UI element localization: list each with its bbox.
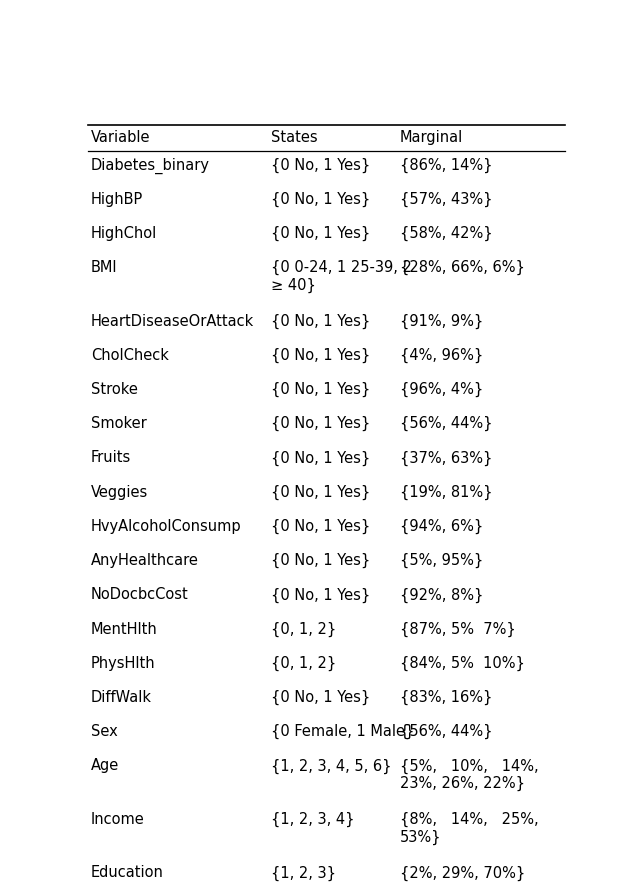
Text: {58%, 42%}: {58%, 42%} bbox=[400, 225, 493, 241]
Text: {0 No, 1 Yes}: {0 No, 1 Yes} bbox=[271, 519, 370, 534]
Text: CholCheck: CholCheck bbox=[91, 347, 169, 362]
Text: Fruits: Fruits bbox=[91, 451, 131, 466]
Text: {0 Female, 1 Male}: {0 Female, 1 Male} bbox=[271, 724, 414, 739]
Text: {0, 1, 2}: {0, 1, 2} bbox=[271, 621, 336, 636]
Text: BMI: BMI bbox=[91, 260, 118, 275]
Text: {0 No, 1 Yes}: {0 No, 1 Yes} bbox=[271, 690, 370, 705]
Text: Age: Age bbox=[91, 758, 119, 774]
Text: {91%, 9%}: {91%, 9%} bbox=[400, 314, 483, 329]
Text: {94%, 6%}: {94%, 6%} bbox=[400, 519, 483, 534]
Text: {0 0-24, 1 25-39, 2
≥ 40}: {0 0-24, 1 25-39, 2 ≥ 40} bbox=[271, 260, 412, 293]
Text: {0 No, 1 Yes}: {0 No, 1 Yes} bbox=[271, 225, 370, 241]
Text: {0 No, 1 Yes}: {0 No, 1 Yes} bbox=[271, 587, 370, 603]
Text: DiffWalk: DiffWalk bbox=[91, 690, 152, 705]
Text: {4%, 96%}: {4%, 96%} bbox=[400, 347, 483, 363]
Text: {37%, 63%}: {37%, 63%} bbox=[400, 451, 492, 466]
Text: Income: Income bbox=[91, 812, 145, 827]
Text: {1, 2, 3}: {1, 2, 3} bbox=[271, 865, 336, 880]
Text: {56%, 44%}: {56%, 44%} bbox=[400, 416, 492, 431]
Text: {56%, 44%}: {56%, 44%} bbox=[400, 724, 492, 739]
Text: Diabetes_binary: Diabetes_binary bbox=[91, 157, 210, 173]
Text: NoDocbcCost: NoDocbcCost bbox=[91, 587, 189, 602]
Text: PhysHlth: PhysHlth bbox=[91, 656, 156, 671]
Text: Education: Education bbox=[91, 865, 164, 880]
Text: {28%, 66%, 6%}: {28%, 66%, 6%} bbox=[400, 260, 525, 275]
Text: {0 No, 1 Yes}: {0 No, 1 Yes} bbox=[271, 382, 370, 397]
Text: {2%, 29%, 70%}: {2%, 29%, 70%} bbox=[400, 865, 525, 880]
Text: {86%, 14%}: {86%, 14%} bbox=[400, 157, 492, 172]
Text: {0 No, 1 Yes}: {0 No, 1 Yes} bbox=[271, 314, 370, 329]
Text: {0 No, 1 Yes}: {0 No, 1 Yes} bbox=[271, 416, 370, 431]
Text: MentHlth: MentHlth bbox=[91, 621, 157, 636]
Text: {87%, 5%  7%}: {87%, 5% 7%} bbox=[400, 621, 516, 636]
Text: Sex: Sex bbox=[91, 724, 118, 739]
Text: HvyAlcoholConsump: HvyAlcoholConsump bbox=[91, 519, 241, 534]
Text: {8%,   14%,   25%,
53%}: {8%, 14%, 25%, 53%} bbox=[400, 812, 538, 845]
Text: {0 No, 1 Yes}: {0 No, 1 Yes} bbox=[271, 553, 370, 568]
Text: HeartDiseaseOrAttack: HeartDiseaseOrAttack bbox=[91, 314, 254, 329]
Text: {1, 2, 3, 4, 5, 6}: {1, 2, 3, 4, 5, 6} bbox=[271, 758, 392, 774]
Text: Marginal: Marginal bbox=[400, 130, 463, 145]
Text: {19%, 81%}: {19%, 81%} bbox=[400, 484, 492, 499]
Text: {0 No, 1 Yes}: {0 No, 1 Yes} bbox=[271, 157, 370, 172]
Text: {0 No, 1 Yes}: {0 No, 1 Yes} bbox=[271, 451, 370, 466]
Text: {84%, 5%  10%}: {84%, 5% 10%} bbox=[400, 656, 525, 671]
Text: {5%, 95%}: {5%, 95%} bbox=[400, 553, 483, 568]
Text: {96%, 4%}: {96%, 4%} bbox=[400, 382, 483, 397]
Text: Smoker: Smoker bbox=[91, 416, 147, 431]
Text: {0, 1, 2}: {0, 1, 2} bbox=[271, 656, 336, 671]
Text: {57%, 43%}: {57%, 43%} bbox=[400, 192, 492, 207]
Text: HighChol: HighChol bbox=[91, 225, 157, 240]
Text: HighBP: HighBP bbox=[91, 192, 143, 207]
Text: {0 No, 1 Yes}: {0 No, 1 Yes} bbox=[271, 347, 370, 363]
Text: {83%, 16%}: {83%, 16%} bbox=[400, 690, 492, 705]
Text: {5%,   10%,   14%,
23%, 26%, 22%}: {5%, 10%, 14%, 23%, 26%, 22%} bbox=[400, 758, 538, 791]
Text: {0 No, 1 Yes}: {0 No, 1 Yes} bbox=[271, 484, 370, 499]
Text: Veggies: Veggies bbox=[91, 484, 148, 499]
Text: Variable: Variable bbox=[91, 130, 150, 145]
Text: AnyHealthcare: AnyHealthcare bbox=[91, 553, 199, 568]
Text: {0 No, 1 Yes}: {0 No, 1 Yes} bbox=[271, 192, 370, 207]
Text: {92%, 8%}: {92%, 8%} bbox=[400, 587, 483, 603]
Text: States: States bbox=[271, 130, 317, 145]
Text: {1, 2, 3, 4}: {1, 2, 3, 4} bbox=[271, 812, 355, 827]
Text: Stroke: Stroke bbox=[91, 382, 138, 397]
